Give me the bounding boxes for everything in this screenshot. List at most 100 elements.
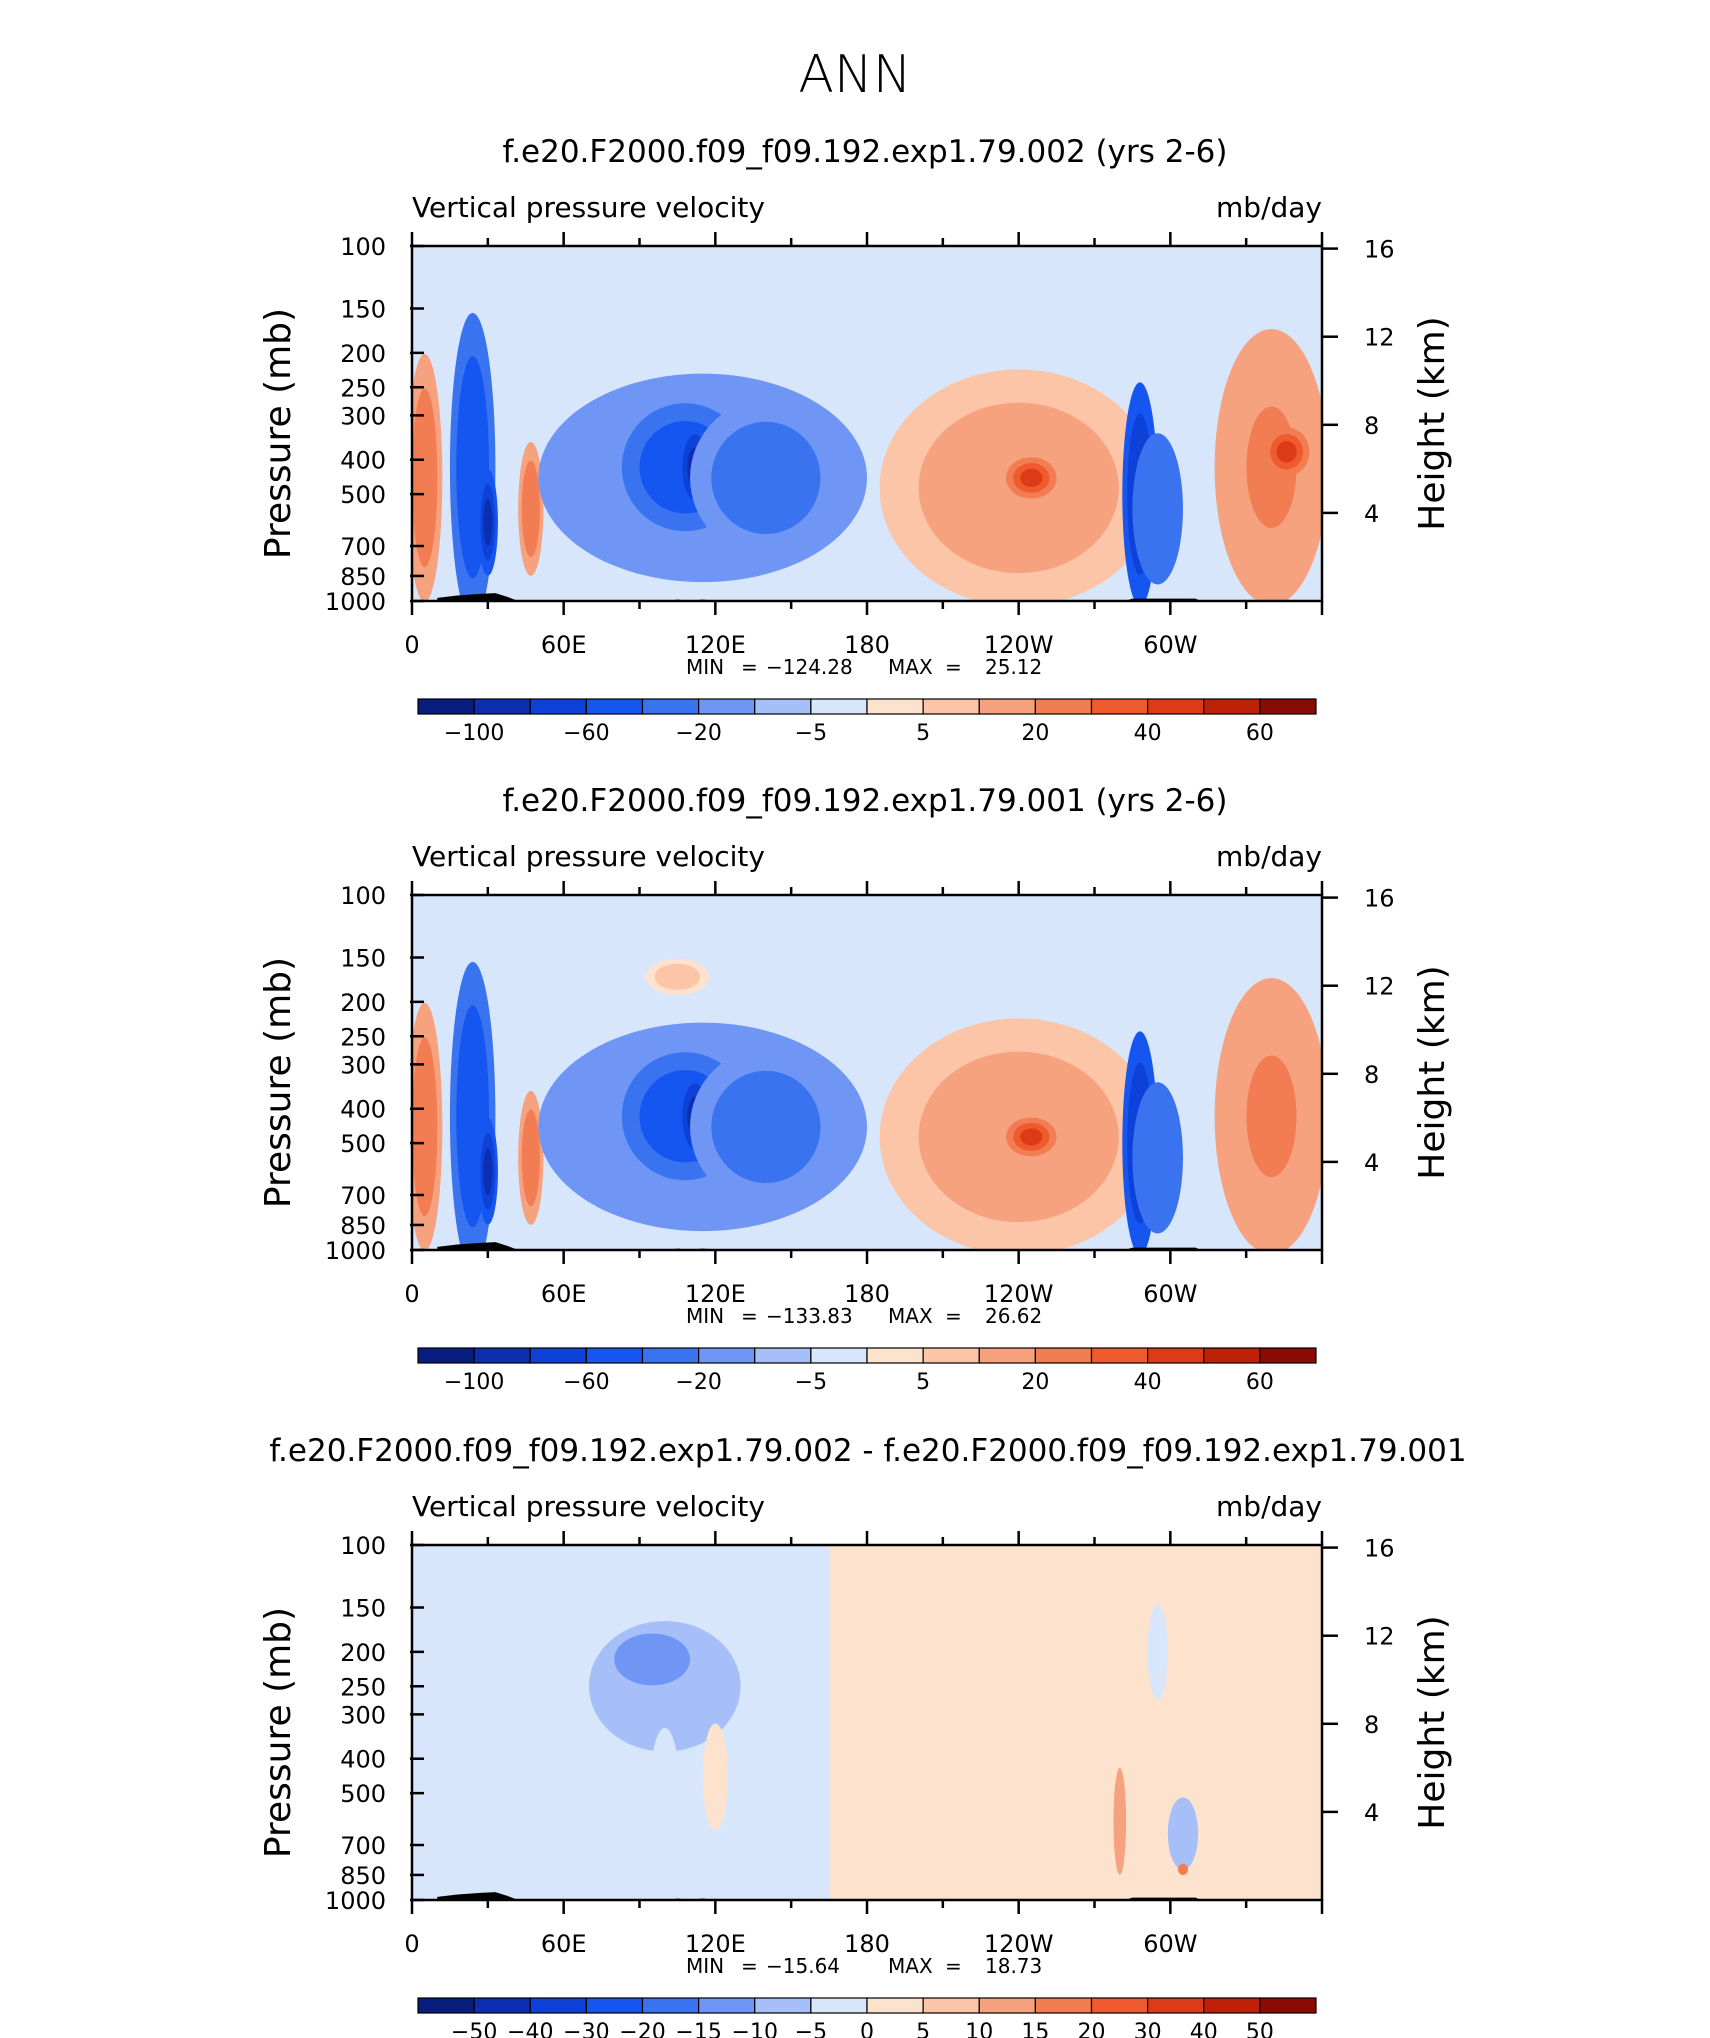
height-tick-label: 4 — [1364, 1149, 1379, 1177]
height-tick-label: 12 — [1364, 973, 1395, 1001]
field-feature — [525, 1128, 537, 1188]
colorbar: −100 −60 −20 −5 5 20 40 60 — [417, 1347, 1317, 1395]
pressure-axis-title: Pressure (mb) — [258, 1607, 299, 1858]
field-feature — [1113, 1767, 1127, 1875]
units-label: mb/day — [1216, 191, 1322, 224]
colorbar-label: −20 — [619, 2020, 665, 2038]
field-feature — [649, 1727, 680, 1859]
colorbar-label: −10 — [732, 2020, 778, 2038]
colorbar-label: 20 — [1078, 2020, 1106, 2038]
variable-label: Vertical pressure velocity — [412, 191, 765, 224]
colorbar-box — [1203, 698, 1261, 715]
colorbar-label: 50 — [1246, 2020, 1274, 2038]
field-feature — [1177, 1863, 1189, 1876]
pressure-tick-label: 400 — [340, 447, 386, 475]
colorbar-label: −100 — [444, 1370, 504, 1395]
lon-tick-label: 120E — [685, 631, 746, 659]
colorbar: −100 −60 −20 −5 5 20 40 60 — [417, 698, 1317, 746]
lon-tick-label: 60E — [541, 631, 587, 659]
units-label: mb/day — [1216, 840, 1322, 873]
panels: f.e20.F2000.f09_f09.192.exp1.79.002 (yrs… — [258, 134, 1467, 2038]
colorbar-box — [810, 1347, 868, 1364]
height-tick-label: 16 — [1364, 236, 1395, 264]
field-feature — [1276, 441, 1297, 463]
lon-tick-label: 180 — [844, 1280, 890, 1308]
colorbar-label: 5 — [916, 1370, 930, 1395]
field-feature — [462, 399, 483, 536]
colorbar-box — [529, 1347, 587, 1364]
colorbar-box — [866, 1997, 924, 2014]
colorbar-label: −30 — [563, 2020, 609, 2038]
colorbar-label: 5 — [916, 721, 930, 746]
variable-label: Vertical pressure velocity — [412, 840, 765, 873]
colorbar-box — [1090, 698, 1149, 715]
pressure-tick-label: 1000 — [325, 588, 386, 616]
lon-tick-label: 120W — [984, 631, 1054, 659]
colorbar-box — [641, 1347, 700, 1364]
panel-1: f.e20.F2000.f09_f09.192.exp1.79.002 (yrs… — [258, 134, 1453, 746]
max-value: 26.62 — [985, 1304, 1042, 1328]
colorbar-box — [922, 698, 980, 715]
colorbar-label: −5 — [795, 721, 827, 746]
field-feature — [1246, 1055, 1297, 1178]
min-label: MIN — [686, 655, 724, 679]
min-label: MIN — [686, 1304, 724, 1328]
colorbar-box — [754, 698, 812, 715]
colorbar-box — [1034, 1997, 1093, 2014]
colorbar-box — [1203, 1347, 1261, 1364]
height-tick-label: 8 — [1364, 1711, 1379, 1739]
colorbar-label: −40 — [507, 2020, 553, 2038]
height-tick-label: 4 — [1364, 500, 1379, 528]
colorbar-box — [417, 1997, 475, 2014]
max-equals: = — [945, 1304, 962, 1328]
colorbar-box — [1203, 1997, 1261, 2014]
colorbar-label: 20 — [1021, 721, 1049, 746]
colorbar-box — [473, 698, 531, 715]
field-feature — [702, 1723, 728, 1831]
contour-field — [412, 1545, 1322, 1900]
max-equals: = — [945, 655, 962, 679]
colorbar-label: 30 — [1134, 2020, 1162, 2038]
colorbar-label: −20 — [675, 721, 721, 746]
height-tick-label: 8 — [1364, 1061, 1379, 1089]
field-feature — [860, 954, 950, 981]
lon-tick-label: 120E — [685, 1930, 746, 1958]
colorbar-label: 20 — [1021, 1370, 1049, 1395]
colorbar-label: 15 — [1021, 2020, 1049, 2038]
panel-title: f.e20.F2000.f09_f09.192.exp1.79.002 - f.… — [269, 1433, 1466, 1469]
pressure-tick-label: 150 — [340, 945, 386, 973]
max-label: MAX — [888, 1954, 933, 1978]
lon-tick-label: 0 — [404, 1280, 419, 1308]
colorbar-box — [585, 1997, 644, 2014]
pressure-tick-label: 100 — [340, 1532, 386, 1560]
lon-tick-label: 60E — [541, 1930, 587, 1958]
height-axis-title: Height (km) — [1412, 316, 1453, 530]
colorbar-box — [1259, 1997, 1317, 2014]
lon-tick-label: 60W — [1143, 1280, 1197, 1308]
colorbar-label: 40 — [1134, 1370, 1162, 1395]
colorbar-label: 60 — [1246, 1370, 1274, 1395]
colorbar-box — [529, 1997, 587, 2014]
colorbar-label: 40 — [1134, 721, 1162, 746]
colorbar-label: 0 — [860, 2020, 874, 2038]
pressure-tick-label: 300 — [340, 1051, 386, 1079]
pressure-tick-label: 1000 — [325, 1237, 386, 1265]
pressure-tick-label: 500 — [340, 481, 386, 509]
colorbar-box — [810, 698, 868, 715]
colorbar-label: −20 — [675, 1370, 721, 1395]
pressure-tick-label: 1000 — [325, 1887, 386, 1915]
pressure-tick-label: 850 — [340, 563, 386, 591]
field-feature — [860, 305, 950, 332]
pressure-tick-label: 150 — [340, 1595, 386, 1623]
colorbar-box — [473, 1347, 531, 1364]
height-tick-label: 8 — [1364, 412, 1379, 440]
field-feature — [462, 1048, 483, 1185]
pressure-tick-label: 100 — [340, 882, 386, 910]
colorbar-box — [922, 1997, 980, 2014]
max-equals: = — [945, 1954, 962, 1978]
colorbar-label: −60 — [563, 721, 609, 746]
field-feature — [732, 443, 800, 513]
lon-tick-label: 180 — [844, 631, 890, 659]
max-value: 18.73 — [985, 1954, 1042, 1978]
field-feature — [483, 1147, 493, 1195]
